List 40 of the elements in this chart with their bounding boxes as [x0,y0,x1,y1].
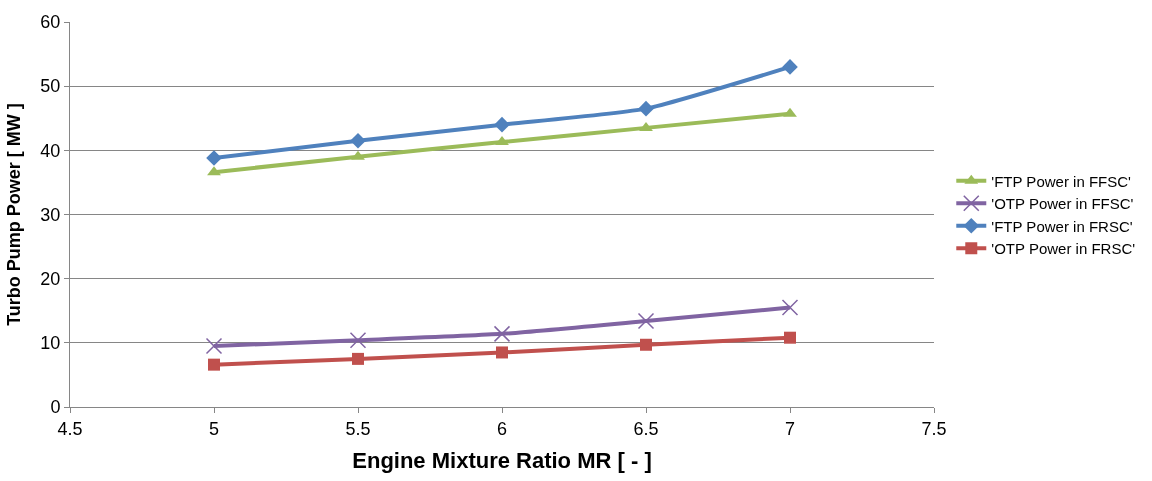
point [637,312,655,330]
point [351,150,365,160]
y-tick-label: 10 [40,333,61,354]
point [496,346,508,359]
legend-label: 'FTP Power in FRSC' [991,217,1133,235]
x-tick-label: 7 [784,418,796,439]
point [782,59,798,75]
point [350,132,366,149]
point [349,332,367,349]
point [495,135,509,145]
point [783,107,797,117]
x-tick-label: 5.5 [345,418,371,439]
y-tick-label: 20 [40,268,61,289]
point [784,331,796,344]
y-tick-label: 50 [40,76,61,97]
point [205,337,223,355]
legend-label: 'OTP Power in FRSC' [991,240,1136,258]
point [781,299,799,316]
point [208,358,220,371]
x-axis-title: Engine Mixture Ratio MR [ - ] [352,448,652,474]
point [352,352,364,365]
x-tick-label: 7.5 [921,418,947,439]
point [207,166,221,176]
y-axis-title: Turbo Pump Power [ MW ] [3,103,24,326]
point [640,338,652,351]
y-tick-label: 0 [50,397,61,418]
legend-label: 'FTP Power in FFSC' [991,172,1132,190]
legend-label: 'OTP Power in FFSC' [991,195,1134,213]
point [638,100,654,117]
x-tick-label: 4.5 [57,418,83,439]
point [494,116,510,133]
point [493,325,511,343]
point [639,121,653,131]
x-tick-label: 6 [496,418,508,439]
y-tick-label: 30 [40,204,61,225]
point [206,150,222,166]
y-tick-label: 60 [40,12,61,33]
x-tick-label: 5 [208,418,220,439]
y-tick-label: 40 [40,140,61,161]
x-tick-label: 6.5 [633,418,659,439]
